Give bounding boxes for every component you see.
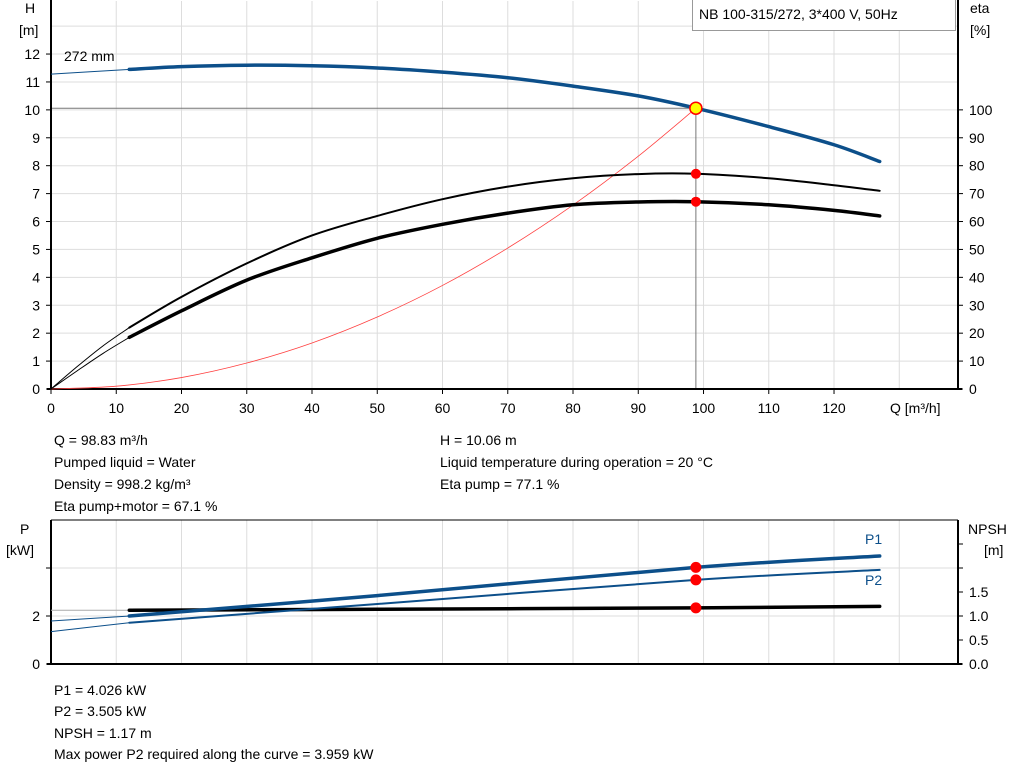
duty-markers [689, 101, 703, 614]
eta_pump-extension [50, 327, 130, 390]
y-left-label-bottom-1: P [20, 521, 29, 537]
x-tick-label: 20 [174, 400, 190, 416]
info-q: Q = 98.83 m³/h [54, 432, 148, 448]
y-right-label-top-2: [%] [970, 22, 990, 38]
info-p2: P2 = 3.505 kW [54, 703, 147, 719]
system_curve-curve [50, 107, 697, 390]
info-density: Density = 998.2 kg/m³ [54, 476, 191, 492]
npsh-marker [690, 602, 702, 614]
P2-extension [50, 622, 130, 633]
y-left-tick-label: 8 [32, 158, 40, 174]
y-right-tick-label: 60 [969, 214, 985, 230]
p1-series-label: P1 [865, 531, 882, 547]
P2-curve [128, 568, 881, 624]
y-left-label-top-1: H [25, 0, 35, 16]
y-right-tick-label: 70 [969, 186, 985, 202]
y-right-tick-label: 50 [969, 241, 985, 257]
y-right-tick-label: 100 [969, 102, 993, 118]
y-left-label-top-2: [m] [19, 22, 38, 38]
npsh-tick-label: 1.5 [969, 584, 989, 600]
p2-marker [690, 574, 702, 586]
H-curve [127, 63, 882, 164]
x-tick-label: 120 [822, 400, 846, 416]
y-right-tick-label: 80 [969, 158, 985, 174]
p-tick-label: 2 [32, 608, 40, 624]
P1-extension [50, 615, 130, 622]
eta_pump_motor-extension [50, 336, 130, 390]
grid [51, 1, 958, 664]
x-tick-label: 60 [435, 400, 451, 416]
x-tick-label: 100 [692, 400, 716, 416]
info-npsh: NPSH = 1.17 m [54, 725, 152, 741]
y-left-tick-label: 9 [32, 130, 40, 146]
p2-series-label: P2 [865, 572, 882, 588]
info-max-power: Max power P2 required along the curve = … [54, 746, 374, 762]
info-eta-pump: Eta pump = 77.1 % [440, 476, 560, 492]
info-h: H = 10.06 m [440, 432, 517, 448]
eta-pump-motor-marker [690, 196, 701, 207]
x-tick-label: 110 [758, 400, 781, 416]
y-right-label-bottom-2: [m] [984, 542, 1003, 558]
x-tick-label: 10 [108, 400, 124, 416]
info-temperature: Liquid temperature during operation = 20… [440, 454, 713, 470]
npsh-tick-label: 0.5 [969, 632, 989, 648]
y-right-tick-label: 10 [969, 353, 985, 369]
y-left-tick-label: 4 [32, 269, 40, 285]
y-left-label-bottom-2: [kW] [6, 542, 34, 558]
x-tick-label: 80 [565, 400, 581, 416]
info-eta-pump-motor: Eta pump+motor = 67.1 % [54, 498, 218, 514]
y-left-tick-label: 11 [25, 74, 40, 90]
NPSH-curve [127, 604, 882, 612]
P1-curve [127, 554, 882, 618]
y-left-tick-label: 5 [32, 241, 40, 257]
npsh-tick-label: 0.0 [969, 656, 989, 672]
y-left-tick-label: 10 [24, 102, 40, 118]
curves [50, 63, 882, 633]
y-right-tick-label: 40 [969, 269, 985, 285]
H-extension [50, 68, 130, 75]
y-left-tick-label: 0 [32, 381, 40, 397]
p1-marker [690, 561, 702, 573]
x-tick-label: 40 [304, 400, 320, 416]
y-left-tick-label: 1 [32, 353, 40, 369]
pump-title-box: NB 100-315/272, 3*400 V, 50Hz [692, 0, 956, 31]
y-right-tick-label: 20 [969, 325, 985, 341]
y-left-tick-label: 2 [32, 325, 40, 341]
y-left-tick-label: 7 [32, 186, 40, 202]
y-right-tick-label: 0 [969, 381, 977, 397]
y-right-label-bottom-1: NPSH [968, 521, 1007, 537]
npsh-tick-label: 1.0 [969, 608, 989, 624]
y-right-tick-label: 90 [969, 130, 985, 146]
eta_pump_motor-curve [127, 199, 882, 340]
y-left-tick-label: 12 [24, 46, 40, 62]
y-left-tick-label: 3 [32, 297, 40, 313]
x-tick-label: 90 [630, 400, 646, 416]
duty-point-marker [689, 101, 703, 115]
axes: 0 10 20 30 40 50 60 70 80 90 100 110 120012345678910… [24, 0, 993, 672]
x-tick-label: 70 [500, 400, 516, 416]
pump-title: NB 100-315/272, 3*400 V, 50Hz [699, 6, 898, 22]
eta-pump-marker [690, 168, 701, 179]
y-left-tick-label: 6 [32, 214, 40, 230]
info-p1: P1 = 4.026 kW [54, 682, 147, 698]
p-tick-label: 0 [32, 656, 40, 672]
eta_pump-curve [128, 172, 881, 329]
x-tick-label: 30 [239, 400, 255, 416]
y-right-label-top-1: eta [970, 0, 990, 16]
x-tick-label: 0 [47, 400, 55, 416]
annotation-272mm: 272 mm [64, 48, 115, 64]
x-axis-label: Q [m³/h] [890, 400, 941, 416]
y-right-tick-label: 30 [969, 297, 985, 313]
x-tick-label: 50 [369, 400, 385, 416]
info-liquid: Pumped liquid = Water [54, 454, 196, 470]
